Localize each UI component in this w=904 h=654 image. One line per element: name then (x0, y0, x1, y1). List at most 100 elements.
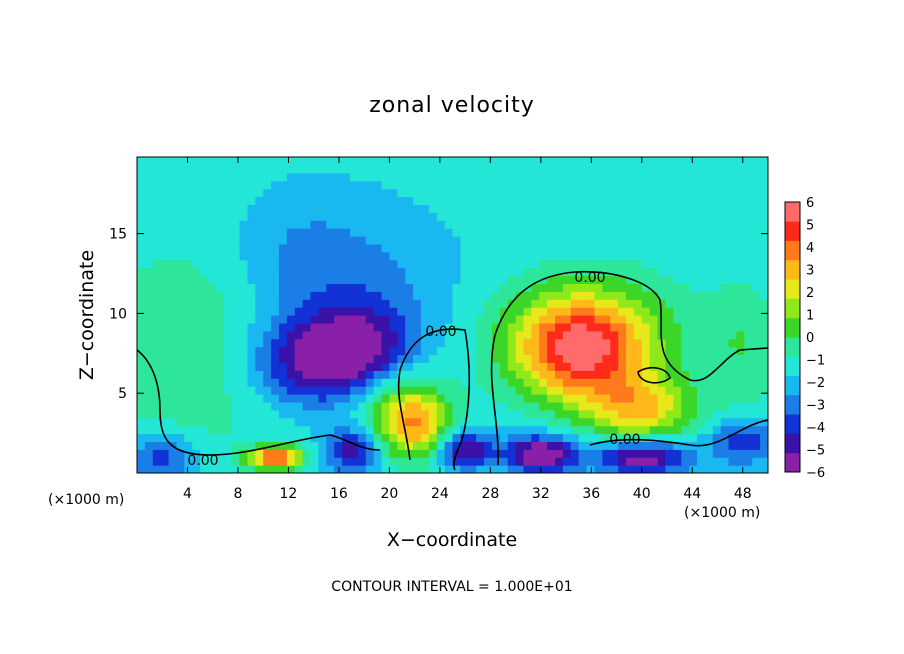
heat-cell (736, 449, 745, 458)
heat-cell (239, 188, 249, 198)
heat-cell (728, 409, 738, 419)
heat-cell (420, 354, 430, 363)
heat-cell (255, 386, 264, 395)
heat-cell (484, 315, 493, 324)
heat-cell (657, 291, 667, 300)
heat-cell (444, 228, 454, 237)
heat-cell (657, 172, 667, 182)
heat-cell (239, 457, 249, 466)
heat-cell (271, 267, 280, 277)
heat-cell (192, 164, 201, 174)
heat-cell (515, 228, 525, 237)
heat-cell (200, 401, 209, 411)
heat-cell (160, 330, 170, 340)
heat-cell (389, 362, 398, 371)
heat-cell (318, 212, 327, 221)
heat-cell (476, 228, 485, 237)
heat-cell (381, 417, 390, 427)
heat-cell (184, 259, 193, 269)
heat-cell (712, 457, 722, 466)
heat-cell (712, 433, 722, 442)
heat-cell (255, 307, 264, 316)
heat-cell (231, 259, 241, 269)
x-unit-right: (×1000 m) (684, 505, 760, 521)
heat-cell (665, 220, 674, 229)
heat-cell (231, 425, 241, 435)
heat-cell (263, 212, 272, 221)
heat-cell (381, 180, 390, 190)
heat-cell (294, 465, 304, 473)
heat-cell (618, 204, 627, 213)
heat-cell (263, 204, 272, 213)
heat-cell (137, 330, 146, 340)
heat-cell (720, 251, 730, 261)
heat-cell (310, 449, 320, 458)
heat-cell (278, 465, 288, 473)
heat-cell (712, 346, 722, 356)
heat-cell (436, 307, 446, 316)
heat-cell (594, 378, 603, 387)
heat-cell (200, 307, 209, 316)
heat-cell (618, 196, 627, 205)
heat-cell (334, 267, 343, 277)
heat-cell (547, 433, 556, 442)
heat-cell (618, 449, 627, 458)
heat-cell (594, 449, 603, 458)
heat-cell (215, 251, 225, 261)
heat-cell (405, 275, 414, 284)
heat-cell (247, 228, 256, 237)
heat-cell (452, 236, 461, 245)
heat-cell (760, 457, 768, 466)
heat-cell (626, 196, 635, 205)
heat-cell (389, 370, 398, 379)
heat-cell (594, 386, 603, 395)
heat-cell (215, 465, 225, 473)
heat-cell (610, 433, 619, 442)
heat-cell (689, 409, 698, 419)
heat-cell (294, 370, 304, 379)
heat-cell (602, 386, 611, 395)
heat-cell (184, 465, 193, 473)
heat-cell (452, 394, 461, 403)
heat-cell (160, 157, 170, 166)
heat-cell (184, 283, 193, 292)
heat-cell (144, 196, 154, 205)
heat-cell (200, 354, 209, 363)
heat-cell (160, 204, 170, 213)
heat-cell (657, 425, 667, 435)
heat-cell (302, 449, 312, 458)
heat-cell (618, 164, 627, 174)
heat-cell (649, 251, 659, 261)
heat-cell (673, 157, 682, 166)
heat-cell (539, 243, 548, 253)
heat-cell (357, 386, 367, 395)
heat-cell (334, 212, 343, 221)
heat-cell (389, 330, 398, 340)
heat-cell (302, 338, 312, 348)
heat-cell (562, 283, 572, 292)
heat-cell (539, 315, 548, 324)
heat-cell (318, 457, 327, 466)
heat-cell (278, 196, 288, 205)
heat-cell (578, 441, 588, 450)
heat-cell (278, 220, 288, 229)
heat-cell (704, 354, 714, 363)
heat-cell (326, 259, 335, 269)
heat-cell (499, 157, 509, 166)
heat-cell (633, 157, 643, 166)
heat-cell (405, 212, 414, 221)
heat-cell (365, 196, 375, 205)
heat-cell (728, 251, 738, 261)
heat-cell (444, 401, 454, 411)
heat-cell (334, 259, 343, 269)
heat-cell (318, 267, 327, 277)
heat-cell (357, 401, 367, 411)
heat-cell (436, 204, 446, 213)
heat-cell (712, 370, 722, 379)
heat-cell (176, 417, 185, 427)
heat-cell (247, 283, 256, 292)
heat-cell (349, 164, 359, 174)
heat-cell (137, 362, 146, 371)
heat-cell (334, 164, 343, 174)
heat-cell (586, 172, 596, 182)
